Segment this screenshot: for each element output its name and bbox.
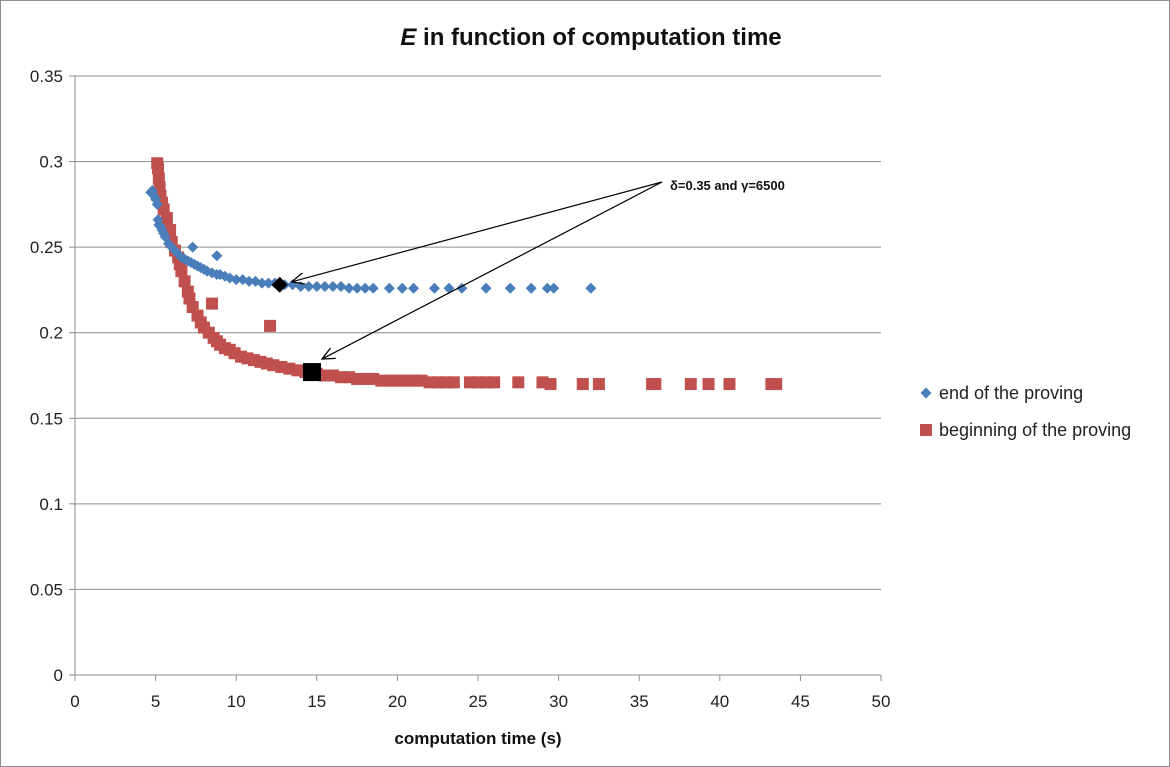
data-point bbox=[480, 282, 492, 294]
data-point bbox=[544, 378, 557, 391]
annotation-text: δ=0.35 and γ=6500 bbox=[670, 178, 785, 193]
data-point bbox=[335, 281, 347, 293]
data-point bbox=[525, 282, 537, 294]
chart-title-rest: in function of computation time bbox=[416, 24, 781, 51]
x-tick-label: 10 bbox=[227, 692, 246, 711]
data-point bbox=[576, 378, 589, 391]
legend-marker bbox=[920, 387, 932, 399]
legend-label: beginning of the proving bbox=[939, 420, 1131, 440]
y-tick-label: 0.25 bbox=[30, 238, 63, 257]
data-point bbox=[343, 282, 355, 294]
legend-item: beginning of the proving bbox=[920, 420, 1131, 440]
data-point bbox=[152, 162, 165, 175]
data-point bbox=[456, 282, 468, 294]
data-point bbox=[428, 282, 440, 294]
data-point bbox=[351, 282, 363, 294]
data-point bbox=[311, 281, 323, 293]
annotation-arrow bbox=[322, 181, 663, 359]
data-point bbox=[211, 250, 223, 262]
legend: end of the proving beginning of the provi… bbox=[920, 383, 1131, 440]
data-point bbox=[327, 281, 339, 293]
data-point bbox=[447, 376, 460, 389]
x-tick-label: 5 bbox=[151, 692, 160, 711]
annotation: δ=0.35 and γ=6500 bbox=[292, 178, 785, 359]
data-point bbox=[592, 378, 605, 391]
y-tick-label: 0.15 bbox=[30, 409, 63, 428]
data-point bbox=[548, 282, 560, 294]
y-tick-label: 0.05 bbox=[30, 580, 63, 599]
x-tick-label: 45 bbox=[791, 692, 810, 711]
data-point bbox=[684, 378, 697, 391]
y-tick-label: 0 bbox=[54, 666, 63, 685]
data-point bbox=[206, 297, 219, 310]
data-point bbox=[319, 281, 331, 293]
highlight-point bbox=[302, 363, 321, 382]
data-point bbox=[303, 281, 315, 293]
axes bbox=[69, 75, 882, 681]
y-tick-labels: 0 0.05 0.1 0.15 0.2 0.25 0.3 0.35 bbox=[30, 67, 63, 685]
y-tick-label: 0.3 bbox=[39, 153, 63, 172]
x-tick-label: 25 bbox=[469, 692, 488, 711]
chart-title-italic: E bbox=[400, 24, 417, 51]
x-tick-label: 40 bbox=[710, 692, 729, 711]
data-point bbox=[175, 265, 188, 278]
data-point bbox=[359, 282, 371, 294]
data-point bbox=[585, 282, 597, 294]
x-tick-label: 15 bbox=[307, 692, 326, 711]
data-point bbox=[151, 198, 163, 210]
data-point bbox=[504, 282, 516, 294]
data-point bbox=[172, 248, 184, 260]
chart-title: E in function of computation time bbox=[400, 24, 781, 51]
data-series bbox=[145, 157, 783, 391]
x-tick-labels: 0 5 10 15 20 25 30 35 40 45 50 bbox=[70, 692, 890, 711]
y-tick-label: 0.2 bbox=[39, 324, 63, 343]
gridlines bbox=[75, 75, 881, 590]
data-point bbox=[723, 378, 736, 391]
legend-marker bbox=[920, 424, 932, 436]
data-point bbox=[408, 282, 420, 294]
annotation-arrow bbox=[292, 181, 663, 282]
data-point bbox=[178, 275, 191, 288]
x-tick-label: 50 bbox=[872, 692, 891, 711]
data-point bbox=[702, 378, 715, 391]
data-point bbox=[541, 282, 553, 294]
data-point bbox=[488, 376, 501, 389]
x-tick-label: 30 bbox=[549, 692, 568, 711]
y-tick-label: 0.1 bbox=[39, 495, 63, 514]
data-point bbox=[649, 378, 662, 391]
data-point bbox=[230, 274, 242, 286]
data-point bbox=[770, 378, 783, 391]
data-point bbox=[187, 241, 199, 253]
legend-label: end of the proving bbox=[939, 383, 1083, 403]
data-point bbox=[383, 282, 395, 294]
data-point bbox=[396, 282, 408, 294]
x-axis-title: computation time (s) bbox=[394, 729, 561, 748]
data-point bbox=[262, 277, 274, 289]
highlight-point bbox=[271, 276, 288, 293]
x-tick-label: 20 bbox=[388, 692, 407, 711]
y-tick-label: 0.35 bbox=[30, 67, 63, 86]
x-tick-label: 35 bbox=[630, 692, 649, 711]
x-tick-label: 0 bbox=[70, 692, 79, 711]
data-point bbox=[256, 277, 268, 289]
legend-item: end of the proving bbox=[920, 383, 1083, 403]
data-point bbox=[264, 319, 277, 332]
data-point bbox=[160, 212, 173, 225]
data-point bbox=[243, 275, 255, 287]
data-point bbox=[512, 376, 525, 389]
data-point bbox=[367, 282, 379, 294]
